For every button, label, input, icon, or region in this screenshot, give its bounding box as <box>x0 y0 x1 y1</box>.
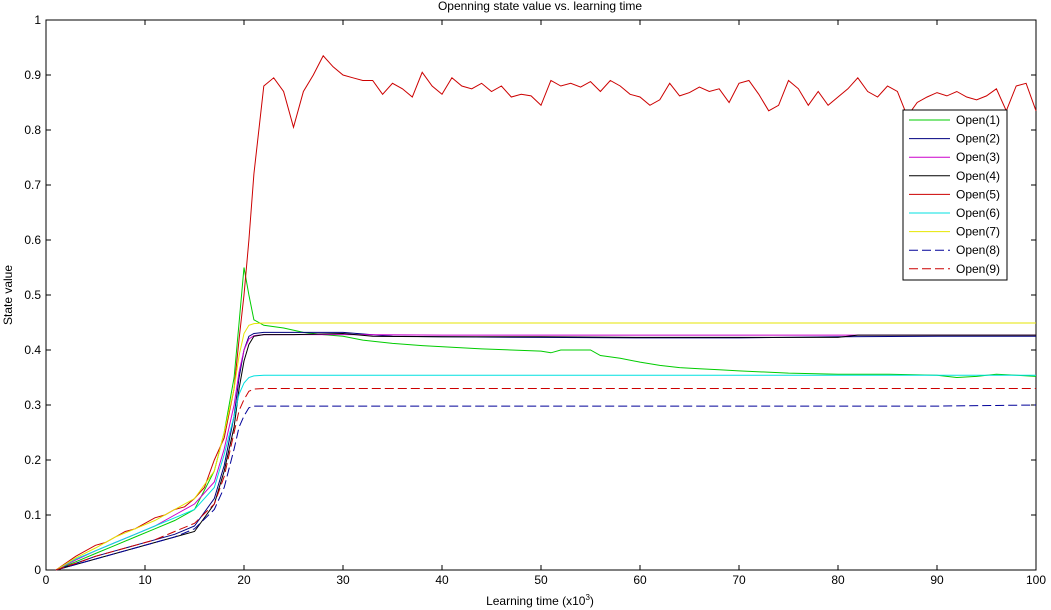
series-line-6 <box>55 374 1036 571</box>
y-tick-label: 0.1 <box>24 508 41 522</box>
legend-label: Open(6) <box>956 206 1000 220</box>
legend-label: Open(9) <box>956 262 1000 276</box>
y-tick-label: 0 <box>34 563 41 577</box>
x-tick-label: 80 <box>831 573 845 587</box>
series-line-5 <box>55 54 1037 571</box>
y-tick-label: 0.8 <box>24 123 41 137</box>
series-line-9 <box>55 388 1036 571</box>
x-axis: 0 10 20 30 40 50 60 70 80 90 100 <box>43 20 1046 587</box>
series-line-7 <box>55 322 1036 571</box>
legend-label: Open(1) <box>956 113 1000 127</box>
x-tick-label: 90 <box>930 573 944 587</box>
y-tick-label: 0.9 <box>24 68 41 82</box>
legend-label: Open(2) <box>956 132 1000 146</box>
legend-label: Open(4) <box>956 169 1000 183</box>
series-line-1 <box>55 267 1037 571</box>
x-tick-label: 20 <box>237 573 251 587</box>
x-tick-label: 0 <box>43 573 50 587</box>
y-tick-label: 1 <box>34 13 41 27</box>
legend-label: Open(5) <box>956 187 1000 201</box>
y-axis: 0 0.1 0.2 0.3 0.4 0.5 0.6 0.7 0.8 0.9 1 <box>24 13 1036 577</box>
y-tick-label: 0.6 <box>24 233 41 247</box>
x-axis-label-superscript: 3 <box>585 593 590 602</box>
legend-label: Open(3) <box>956 150 1000 164</box>
x-tick-label: 30 <box>336 573 350 587</box>
y-axis-label: State value <box>1 265 15 325</box>
x-tick-label: 60 <box>633 573 647 587</box>
x-tick-label: 100 <box>1026 573 1046 587</box>
x-tick-label: 50 <box>534 573 548 587</box>
y-tick-label: 0.2 <box>24 453 41 467</box>
y-tick-label: 0.7 <box>24 178 41 192</box>
legend: Open(1) Open(2) Open(3) Open(4) Open(5) Open(… <box>902 109 1008 281</box>
series-lines <box>55 54 1037 571</box>
y-tick-label: 0.5 <box>24 288 41 302</box>
x-tick-label: 10 <box>138 573 152 587</box>
legend-label: Open(8) <box>956 243 1000 257</box>
y-tick-label: 0.4 <box>24 343 41 357</box>
legend-label: Open(7) <box>956 225 1000 239</box>
chart-title: Openning state value vs. learning time <box>438 0 642 13</box>
x-axis-label-end: ) <box>590 594 594 608</box>
plot-area <box>45 19 1037 571</box>
series-line-8 <box>55 404 1037 571</box>
x-tick-label: 70 <box>732 573 746 587</box>
x-axis-label-main: Learning time (x10 <box>486 594 586 608</box>
y-tick-label: 0.3 <box>24 398 41 412</box>
x-axis-label: Learning time (x103) <box>486 593 594 608</box>
x-tick-label: 40 <box>435 573 449 587</box>
